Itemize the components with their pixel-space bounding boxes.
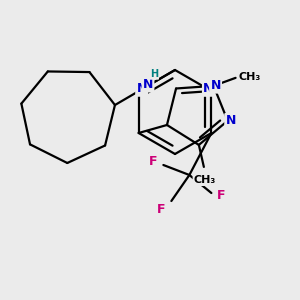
Text: N: N (226, 114, 236, 127)
Text: N: N (136, 82, 147, 95)
Text: CH₃: CH₃ (238, 72, 261, 82)
Text: N: N (210, 80, 221, 92)
Text: N: N (203, 82, 214, 95)
Text: H: H (150, 69, 158, 79)
Text: F: F (157, 202, 166, 215)
Text: N: N (143, 78, 153, 91)
Text: F: F (149, 154, 158, 167)
Text: F: F (217, 188, 226, 202)
Text: CH₃: CH₃ (194, 175, 216, 185)
